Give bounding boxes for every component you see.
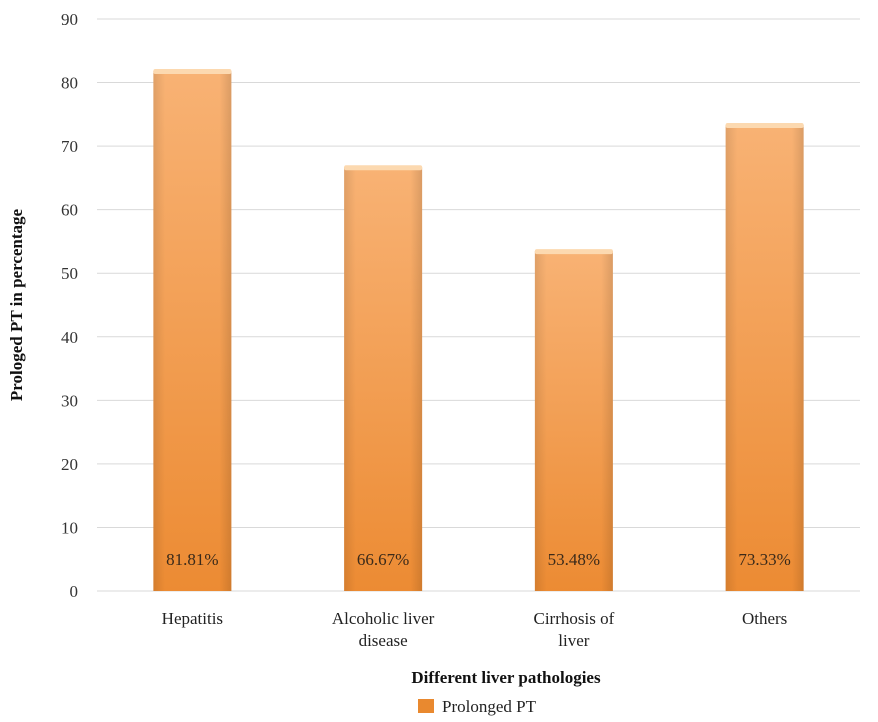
data-label: 53.48% <box>548 550 600 569</box>
bar-shading <box>344 167 423 591</box>
y-tick-label: 10 <box>61 518 78 537</box>
y-tick-label: 90 <box>61 10 78 29</box>
bar-top-cap <box>153 69 232 75</box>
category-label: disease <box>359 631 408 650</box>
legend-label: Prolonged PT <box>442 697 537 716</box>
y-axis-title: Prologed PT in percentage <box>7 208 26 401</box>
bar-top-cap <box>344 165 423 171</box>
bar-top-cap <box>725 122 804 128</box>
category-label: Alcoholic liver <box>332 609 435 628</box>
data-label: 81.81% <box>166 550 218 569</box>
data-label: 73.33% <box>738 550 790 569</box>
legend-swatch <box>418 699 434 713</box>
y-tick-label: 60 <box>61 201 78 220</box>
bars: 81.81% 66.67% 53.48% 73.33% <box>153 69 804 591</box>
y-tick-label: 50 <box>61 264 78 283</box>
legend: Prolonged PT <box>418 697 537 716</box>
y-tick-label: 40 <box>61 328 78 347</box>
category-label: liver <box>558 631 589 650</box>
y-tick-label: 0 <box>70 582 79 601</box>
x-axis-title: Different liver pathologies <box>411 668 601 687</box>
data-label: 66.67% <box>357 550 409 569</box>
category-label: Others <box>742 609 787 628</box>
category-label: Hepatitis <box>162 609 223 628</box>
category-labels: Hepatitis Alcoholic liver disease Cirrhosis… <box>162 609 788 650</box>
y-tick-labels: 0 10 20 30 40 50 60 70 80 90 <box>61 10 78 601</box>
y-tick-label: 80 <box>61 74 78 93</box>
y-tick-label: 70 <box>61 137 78 156</box>
bar-shading <box>725 124 804 591</box>
bar-shading <box>153 71 232 591</box>
bar-shading <box>534 251 613 591</box>
y-tick-label: 30 <box>61 391 78 410</box>
y-tick-label: 20 <box>61 455 78 474</box>
category-label: Cirrhosis of <box>534 609 615 628</box>
bar-top-cap <box>534 249 613 255</box>
